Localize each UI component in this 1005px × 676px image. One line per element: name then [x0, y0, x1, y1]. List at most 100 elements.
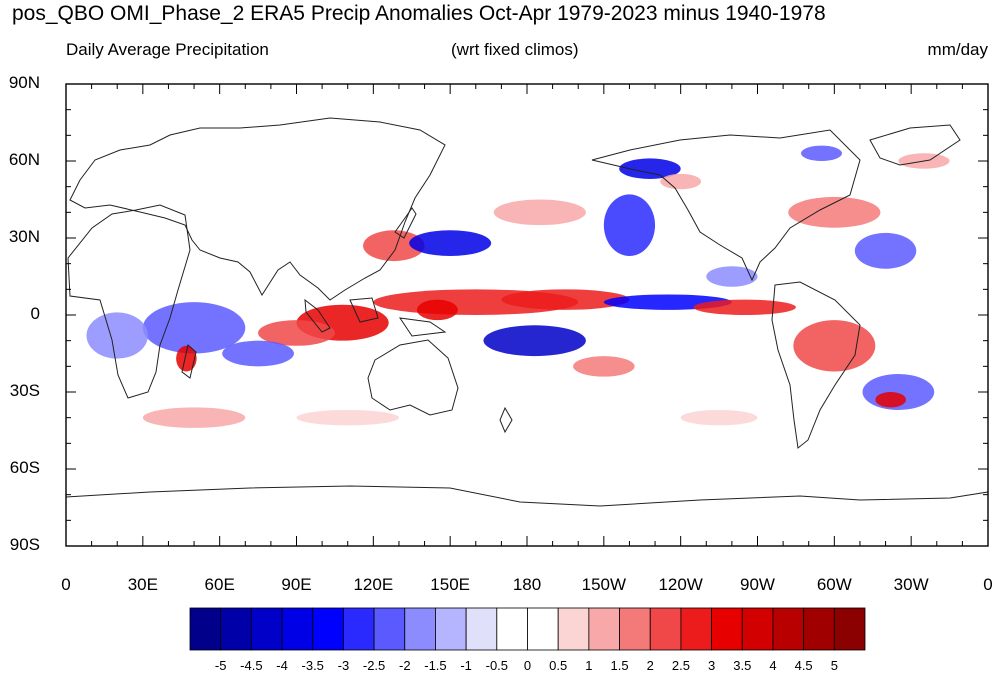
colorbar-box-21 — [833, 607, 866, 651]
colorbar-box-13 — [588, 607, 620, 651]
anomaly-blob-18 — [854, 232, 917, 269]
anomaly-blob-29 — [296, 409, 399, 426]
colorbar-label-0: -5 — [214, 658, 227, 673]
colorbar-label-14: 2 — [646, 658, 654, 673]
anomaly-blob-15 — [793, 320, 876, 372]
lat-label-2: 30N — [8, 227, 40, 246]
colorbar-box-1 — [220, 607, 252, 651]
lon-label-3: 90E — [281, 575, 312, 594]
lat-label-5: 60S — [9, 458, 40, 477]
anomaly-blob-22 — [142, 407, 246, 428]
colorbar-box-4 — [312, 607, 344, 651]
coastline-eurasia — [69, 117, 446, 301]
anomaly-blob-25 — [493, 199, 586, 226]
coastline-newguinea — [398, 317, 447, 337]
anomaly-blob-23 — [660, 173, 702, 190]
anomaly-blob-6 — [483, 325, 586, 357]
lon-label-10: 60W — [816, 575, 852, 594]
colorbar-label-16: 3 — [707, 658, 716, 673]
coastline-northamerica — [591, 129, 861, 282]
colorbar-label-11: 0.5 — [549, 658, 568, 673]
colorbar-label-6: -2 — [398, 658, 411, 673]
subtitle-right: mm/day — [927, 40, 988, 59]
lon-label-1: 30E — [127, 575, 158, 594]
colorbar-box-14 — [619, 607, 651, 651]
lon-label-11: 30W — [893, 575, 929, 594]
colorbar-box-19 — [772, 607, 805, 651]
anomaly-blob-19 — [788, 196, 881, 228]
colorbar-label-4: -3 — [337, 658, 350, 673]
colorbar-label-12: 1 — [585, 658, 593, 673]
anomaly-blob-13 — [176, 345, 197, 372]
coastline-borneo — [349, 297, 379, 323]
colorbar-box-16 — [680, 607, 712, 651]
colorbar-label-10: 0 — [523, 658, 532, 673]
lon-label-8: 120W — [658, 575, 703, 594]
lon-label-6: 180 — [512, 575, 542, 594]
colorbar-box-3 — [281, 607, 314, 651]
lat-label-4: 30S — [9, 381, 40, 400]
lat-label-0: 90N — [8, 73, 40, 92]
coastline-africa — [67, 204, 191, 399]
colorbar-box-11 — [527, 607, 559, 651]
lon-label-4: 120E — [353, 575, 394, 594]
tick-layer — [65, 83, 989, 547]
colorbar-label-8: -1 — [460, 658, 472, 673]
anomaly-blob-12 — [86, 312, 148, 359]
subtitle-center: (wrt fixed climos) — [451, 40, 579, 59]
colorbar-label-7: -1.5 — [424, 658, 447, 673]
coastline-sumatra — [304, 298, 331, 333]
anomaly-blob-10 — [619, 158, 681, 179]
colorbar-box-20 — [803, 607, 835, 651]
anomaly-blob-21 — [573, 356, 635, 377]
colorbar-label-18: 4 — [769, 658, 777, 673]
colorbar-box-12 — [557, 607, 590, 651]
lon-label-0: 0 — [61, 575, 71, 594]
colorbar-box-8 — [435, 607, 467, 651]
anomaly-blob-11 — [142, 302, 246, 354]
coastline-madagascar — [181, 344, 197, 379]
subtitle-left: Daily Average Precipitation — [66, 40, 269, 59]
lat-label-3: 0 — [30, 304, 40, 323]
colorbar-label-9: -0.5 — [485, 658, 509, 673]
anomaly-blob-5 — [409, 230, 492, 256]
colorbar-box-15 — [649, 607, 682, 651]
coastline-newzealand — [499, 406, 513, 434]
anomaly-blob-8 — [693, 299, 796, 315]
anomaly-blob-4 — [363, 230, 425, 262]
colorbar-label-3: -3.5 — [301, 658, 324, 673]
colorbar-box-17 — [711, 607, 743, 651]
anomaly-blob-28 — [680, 409, 758, 426]
colorbar-box-18 — [741, 607, 774, 651]
colorbar-box-0 — [189, 607, 222, 651]
coastline-japan — [394, 207, 417, 239]
colorbar-label-2: -4 — [276, 658, 288, 673]
coastline-australia — [367, 339, 459, 416]
colorbar-box-10 — [496, 607, 528, 651]
colorbar-label-19: 4.5 — [794, 658, 813, 673]
colorbar-box-6 — [373, 607, 406, 651]
lon-label-9: 90W — [740, 575, 775, 594]
lon-label-12: 0 — [983, 575, 993, 594]
colorbar-box-2 — [250, 607, 283, 651]
anomaly-blob-27 — [801, 145, 843, 161]
colorbar-box-7 — [404, 607, 436, 651]
lat-label-1: 60N — [8, 150, 40, 169]
anomaly-blob-14 — [222, 340, 294, 367]
figure-title: pos_QBO OMI_Phase_2 ERA5 Precip Anomalie… — [12, 2, 826, 25]
lon-label-2: 60E — [204, 575, 235, 594]
coastline-greenland — [869, 124, 961, 166]
colorbar-box-5 — [343, 607, 375, 651]
coastline-southamerica — [771, 281, 861, 449]
colorbar-label-5: -2.5 — [362, 658, 386, 673]
anomaly-layer — [86, 145, 950, 428]
colorbar-label-13: 1.5 — [610, 658, 629, 673]
anomaly-blob-17 — [875, 392, 907, 408]
colorbar-label-15: 2.5 — [671, 658, 690, 673]
lat-label-6: 90S — [9, 535, 40, 554]
anomaly-blob-1 — [501, 289, 630, 310]
anomaly-blob-26 — [706, 266, 758, 287]
anomaly-blob-3 — [258, 320, 335, 346]
colorbar-box-9 — [465, 607, 498, 651]
